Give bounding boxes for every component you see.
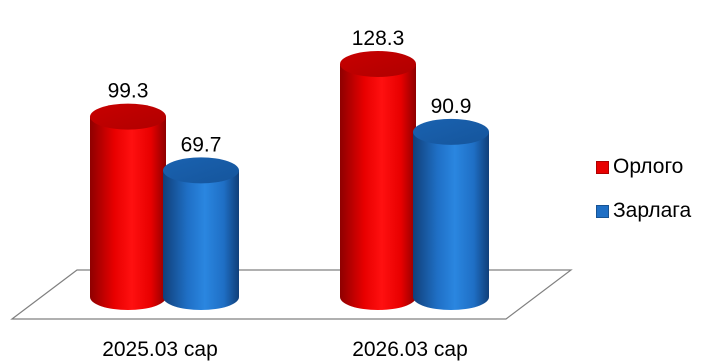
x-tick-label: 2025.03 сар — [102, 338, 218, 361]
legend-label-income: Орлого — [613, 155, 684, 178]
bar-top — [413, 118, 489, 145]
data-label: 99.3 — [108, 80, 149, 103]
bar-body — [413, 131, 489, 310]
bar-top — [340, 51, 416, 78]
bar-top — [163, 157, 239, 184]
bar-income-2 — [340, 51, 416, 310]
chart-legend: Орлого Зарлага — [596, 152, 691, 240]
bar-body — [340, 64, 416, 310]
bar-expense-2 — [413, 118, 489, 310]
legend-item-income: Орлого — [596, 152, 691, 182]
bar-income-1 — [90, 103, 166, 310]
data-label: 128.3 — [352, 27, 405, 50]
data-label: 90.9 — [431, 95, 472, 118]
bar-body — [90, 116, 166, 310]
legend-label-expense: Зарлага — [613, 199, 692, 222]
legend-swatch-income — [596, 160, 609, 174]
bar-expense-1 — [163, 157, 239, 310]
x-tick-label: 2026.03 сар — [352, 338, 468, 361]
bar-body — [163, 170, 239, 310]
data-label: 69.7 — [181, 133, 222, 156]
legend-item-expense: Зарлага — [596, 196, 691, 226]
bar-top — [90, 103, 166, 130]
legend-swatch-expense — [596, 204, 609, 218]
chart-floor — [10, 269, 573, 320]
